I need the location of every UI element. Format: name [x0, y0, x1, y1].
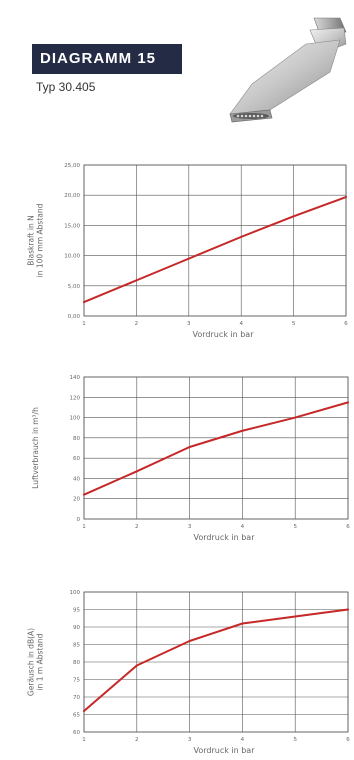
data-point	[83, 301, 85, 304]
x-tick-label: 2	[135, 524, 139, 530]
x-tick-label: 6	[346, 524, 350, 530]
y-tick-label: 85	[73, 643, 80, 649]
x-tick-label: 4	[241, 737, 245, 743]
data-point	[135, 664, 138, 667]
data-point	[292, 215, 295, 218]
y-tick-label: 60	[73, 456, 80, 462]
x-tick-label: 4	[241, 524, 245, 530]
y-axis-label: in 1 m Abstand	[36, 633, 45, 690]
x-tick-label: 2	[135, 321, 139, 327]
x-tick-label: 6	[346, 737, 350, 743]
x-tick-label: 1	[82, 321, 86, 327]
data-point	[347, 608, 349, 611]
data-point	[187, 257, 190, 260]
data-point	[188, 445, 191, 448]
y-tick-label: 80	[73, 436, 80, 442]
y-axis-label: Luftverbrauch in m³/h	[31, 407, 40, 489]
y-tick-label: 95	[73, 608, 80, 614]
data-point	[135, 279, 138, 282]
y-tick-label: 25,00	[64, 163, 80, 169]
x-tick-label: 5	[293, 737, 297, 743]
series-line	[83, 196, 347, 304]
y-tick-label: 140	[70, 375, 81, 381]
y-tick-label: 15,00	[64, 223, 80, 229]
diagram-title: DIAGRAMM 15	[32, 44, 182, 74]
y-tick-label: 100	[70, 416, 81, 422]
y-tick-label: 75	[73, 678, 80, 684]
y-tick-label: 40	[73, 476, 80, 482]
plot-frame	[83, 164, 347, 317]
y-axis-label: in 100 mm Abstand	[36, 203, 45, 277]
data-point	[135, 470, 138, 473]
data-point	[345, 196, 347, 199]
y-axis-label: Blaskraft in N	[27, 215, 36, 265]
x-tick-label: 2	[135, 737, 139, 743]
y-tick-label: 70	[73, 695, 80, 701]
y-tick-label: 90	[73, 625, 80, 631]
x-tick-label: 3	[187, 321, 191, 327]
data-point	[83, 493, 85, 496]
data-point	[241, 429, 244, 432]
x-axis-label: Vordruck in bar	[193, 746, 255, 755]
y-tick-label: 60	[73, 730, 80, 736]
product-type-label: Typ 30.405	[36, 80, 96, 94]
x-tick-label: 3	[188, 737, 192, 743]
luftverbrauch-chart: 0 20 40 60 80 100 120 140 1 2 3 4 5 6 Vordruck in bar L…	[31, 375, 350, 542]
y-tick-label: 5,00	[68, 284, 81, 290]
y-tick-label: 0,00	[68, 314, 81, 320]
y-tick-label: 10,00	[64, 254, 80, 260]
y-tick-label: 20,00	[64, 193, 80, 199]
data-point	[241, 622, 244, 625]
data-point	[294, 615, 297, 618]
data-point	[83, 710, 85, 712]
blaskraft-chart: 0,00 5,00 10,00 15,00 20,00 25,00 1 2 3 4 5 6 Vordru…	[27, 163, 349, 339]
plot-frame	[83, 376, 349, 520]
x-tick-label: 6	[344, 321, 348, 327]
x-tick-label: 1	[82, 524, 86, 530]
x-tick-label: 3	[188, 524, 192, 530]
x-axis-label: Vordruck in bar	[192, 330, 254, 339]
y-axis-label: Geräusch in dB(A)	[27, 628, 36, 696]
x-tick-label: 4	[239, 321, 243, 327]
x-tick-label: 5	[292, 321, 296, 327]
y-tick-label: 80	[73, 660, 80, 666]
data-point	[294, 416, 297, 419]
data-point	[240, 235, 243, 238]
y-tick-label: 20	[73, 497, 80, 503]
y-tick-label: 100	[70, 590, 81, 596]
flat-nozzle-image	[229, 17, 347, 123]
geraeusch-chart: 60 65 70 75 80 85 90 95 100 1 2 3 4 5 6 Vordruck in bar…	[27, 590, 351, 755]
y-tick-label: 120	[70, 395, 81, 401]
y-tick-label: 65	[73, 713, 80, 719]
data-point	[188, 640, 191, 642]
data-point	[347, 401, 349, 404]
x-axis-label: Vordruck in bar	[193, 533, 255, 542]
series-line	[83, 608, 349, 712]
y-tick-label: 0	[77, 517, 81, 523]
x-tick-label: 5	[293, 524, 297, 530]
x-tick-label: 1	[82, 737, 86, 743]
series-line	[83, 401, 349, 496]
